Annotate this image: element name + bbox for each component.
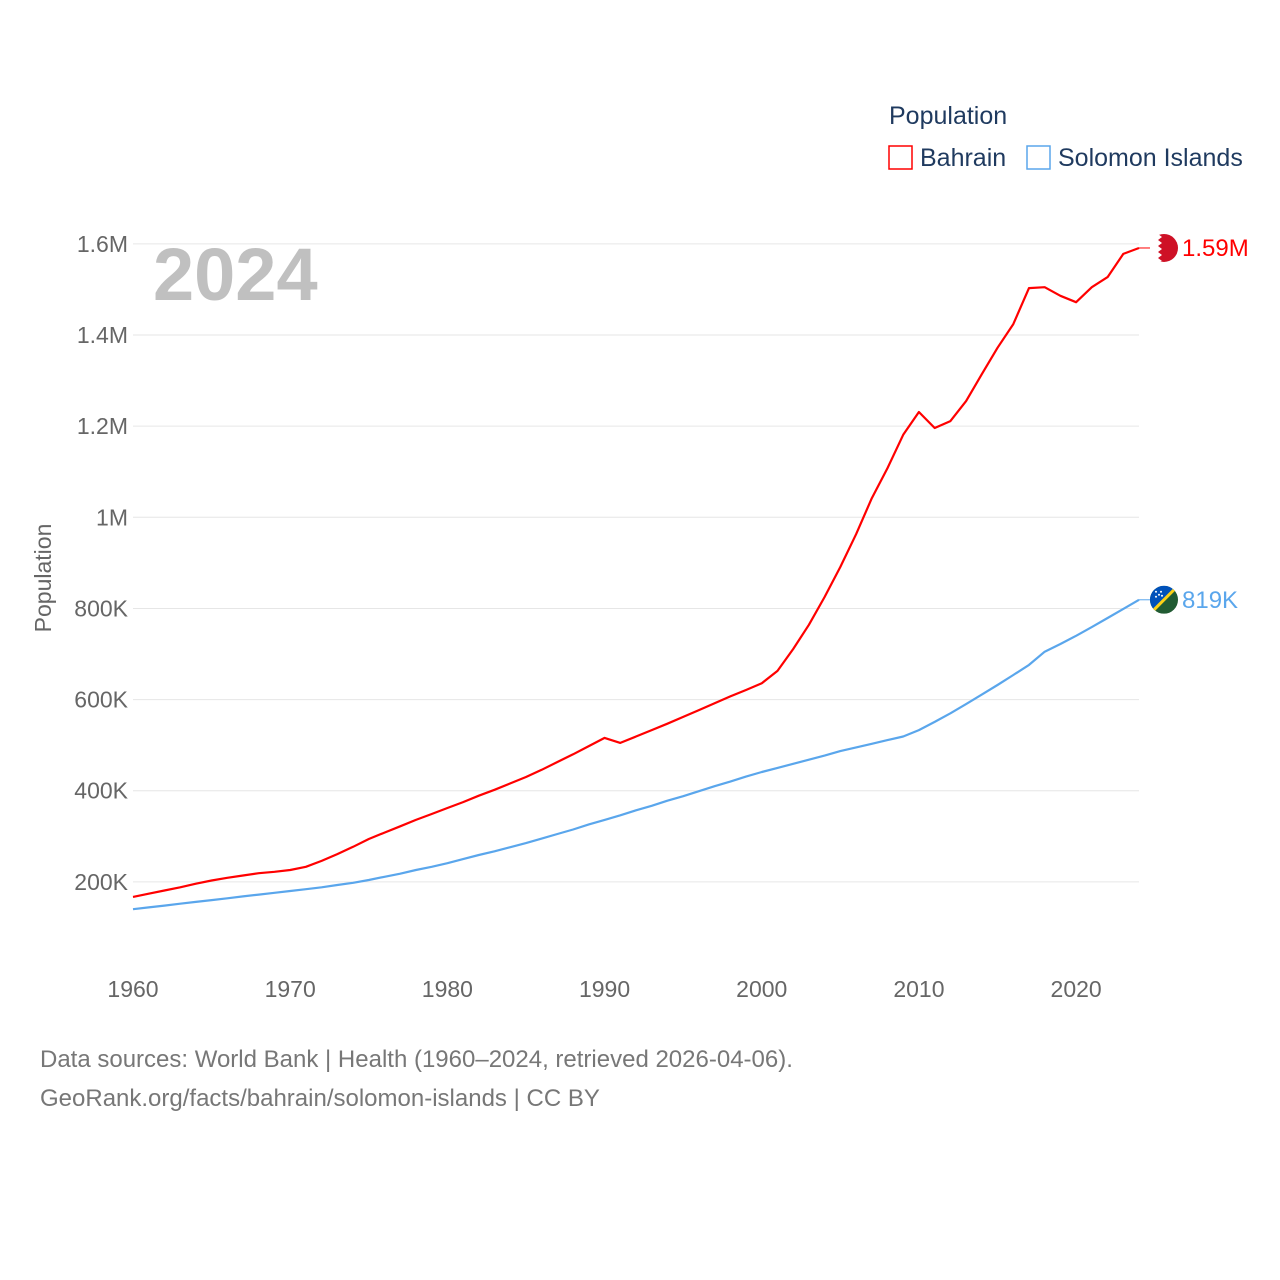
legend: Population Bahrain Solomon Islands [888, 102, 1243, 172]
x-tick-label: 1960 [107, 976, 158, 1002]
legend-title: Population [889, 102, 1007, 130]
y-tick-label: 400K [74, 778, 128, 804]
x-tick-label: 1970 [265, 976, 316, 1002]
x-tick-label: 2000 [736, 976, 787, 1002]
solomon-islands-flag-icon [1150, 585, 1178, 614]
end-label-solomon-islands: 819K [1182, 587, 1238, 614]
series-lines: 1.59M 819K [132, 233, 1249, 911]
legend-label-bahrain: Bahrain [920, 144, 1006, 172]
x-axis-ticks: 1960 1970 1980 1990 2000 2010 2020 [107, 976, 1101, 1002]
year-label: 2024 [153, 233, 318, 316]
x-tick-label: 1980 [422, 976, 473, 1002]
y-tick-label: 200K [74, 869, 128, 895]
legend-label-solomon-islands: Solomon Islands [1058, 144, 1243, 172]
bahrain-flag-icon [1150, 233, 1178, 262]
x-tick-label: 2010 [893, 976, 944, 1002]
series-line-solomon-islands [132, 598, 1140, 911]
y-tick-label: 1.4M [77, 322, 128, 348]
legend-swatch-solomon-islands [1026, 145, 1051, 170]
legend-item-bahrain[interactable]: Bahrain [888, 144, 1006, 172]
legend-item-solomon-islands[interactable]: Solomon Islands [1026, 144, 1243, 172]
y-tick-label: 1.6M [77, 231, 128, 257]
data-source-text: Data sources: World Bank | Health (1960–… [40, 1046, 793, 1073]
legend-swatch-bahrain [888, 145, 913, 170]
y-axis-ticks: 200K 400K 600K 800K 1M 1.2M 1.4M 1.6M [74, 231, 128, 895]
y-axis-label: Population [30, 524, 56, 633]
y-tick-label: 1.2M [77, 413, 128, 439]
y-tick-label: 800K [74, 595, 128, 621]
y-tick-label: 600K [74, 687, 128, 713]
y-tick-label: 1M [96, 504, 128, 530]
gridlines [133, 243, 1139, 883]
end-label-bahrain: 1.59M [1182, 235, 1249, 262]
x-tick-label: 2020 [1051, 976, 1102, 1002]
series-line-bahrain [132, 246, 1140, 898]
x-tick-label: 1990 [579, 976, 630, 1002]
attribution-link[interactable]: GeoRank.org/facts/bahrain/solomon-island… [40, 1085, 600, 1112]
